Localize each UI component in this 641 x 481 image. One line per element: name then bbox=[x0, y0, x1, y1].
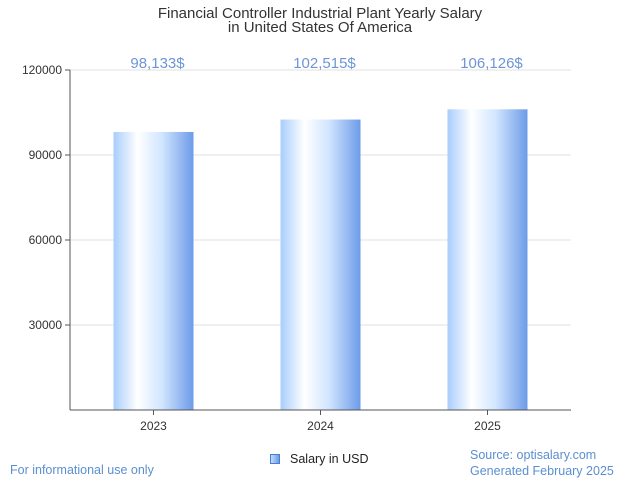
value-labels: 98,133$ 102,515$ 106,126$ bbox=[130, 55, 523, 72]
chart-title-line-2: in United States Of America bbox=[228, 19, 413, 36]
value-label-2023: 98,133$ bbox=[130, 55, 185, 72]
y-tick-label-120000: 120000 bbox=[22, 63, 62, 77]
axes: 30000 60000 90000 120000 2023 2024 2025 bbox=[22, 63, 571, 433]
footer-source-block: Source: optisalary.com Generated Februar… bbox=[470, 447, 614, 479]
value-label-2024: 102,515$ bbox=[293, 55, 356, 72]
x-tick-label-2024: 2024 bbox=[307, 419, 334, 433]
bar-2023 bbox=[113, 131, 194, 411]
y-tick-label-60000: 60000 bbox=[29, 233, 63, 247]
legend-label: Salary in USD bbox=[290, 452, 369, 466]
y-tick-label-90000: 90000 bbox=[29, 148, 63, 162]
bar-2025 bbox=[447, 109, 528, 411]
value-label-2025: 106,126$ bbox=[460, 55, 523, 72]
y-tick-label-30000: 30000 bbox=[29, 318, 63, 332]
footer-source: Source: optisalary.com bbox=[470, 448, 597, 462]
x-tick-label-2023: 2023 bbox=[140, 419, 167, 433]
x-tick-label-2025: 2025 bbox=[474, 419, 501, 433]
legend-swatch bbox=[270, 454, 280, 464]
legend: Salary in USD bbox=[270, 452, 369, 466]
footer-disclaimer: For informational use only bbox=[10, 463, 154, 477]
bars bbox=[113, 109, 528, 411]
chart-title-line-1: Financial Controller Industrial Plant Ye… bbox=[158, 5, 483, 22]
bar-2024 bbox=[280, 119, 361, 410]
footer-generated: Generated February 2025 bbox=[470, 464, 614, 478]
